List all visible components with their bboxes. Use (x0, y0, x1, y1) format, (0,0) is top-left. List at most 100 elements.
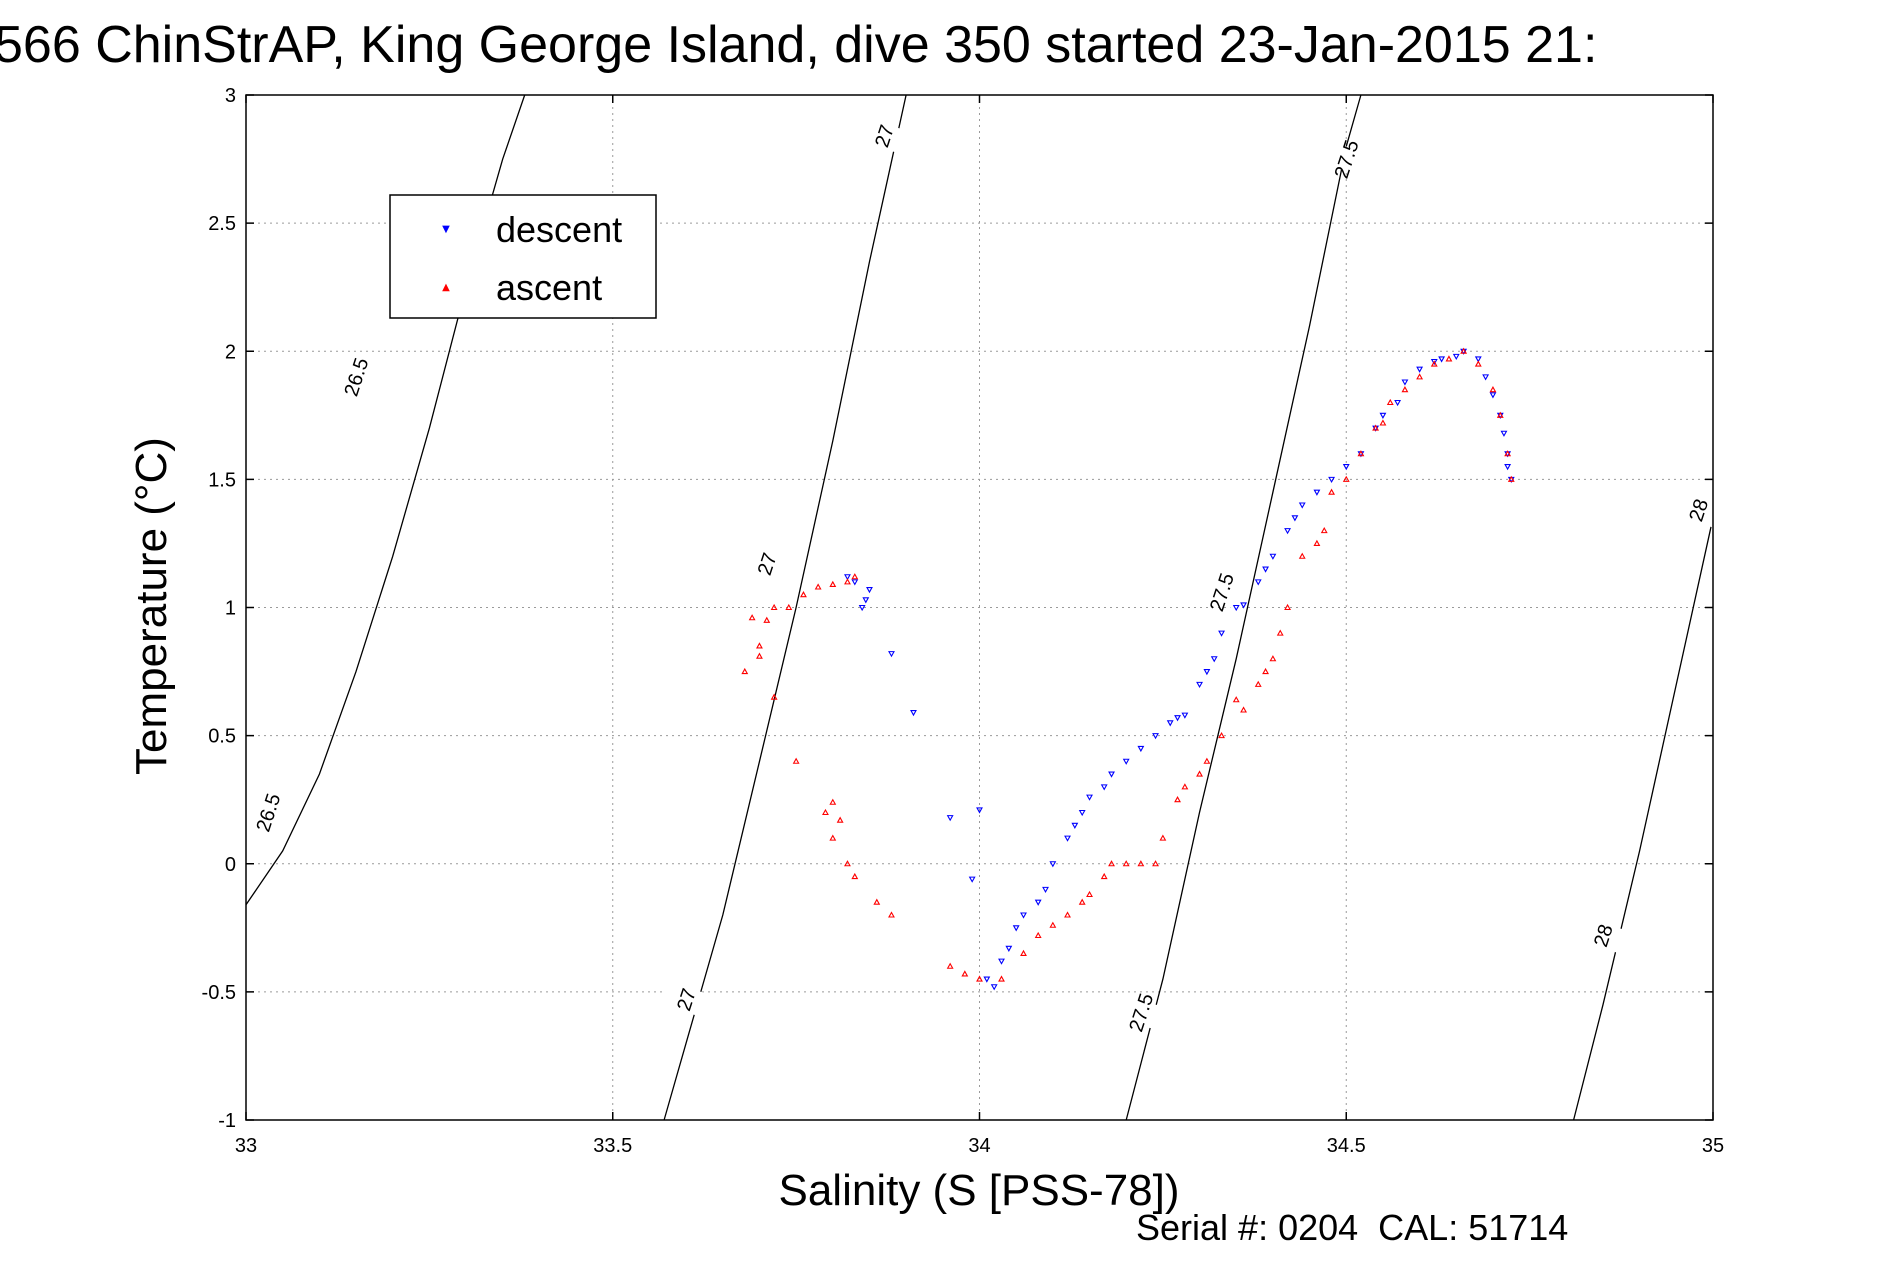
data-point-ascent (1357, 450, 1365, 457)
y-tick-label: 0 (225, 854, 236, 876)
data-point-ascent (763, 616, 771, 623)
data-point-descent (1401, 379, 1409, 386)
data-point-ascent (1342, 475, 1350, 482)
data-point-descent (976, 807, 983, 814)
data-point-descent (858, 604, 866, 612)
isopycnal-line (663, 94, 907, 1121)
data-point-ascent (1218, 731, 1225, 739)
data-point-descent (1174, 715, 1181, 722)
data-point-ascent (1504, 450, 1512, 457)
data-point-ascent (1507, 475, 1515, 482)
data-point-descent (1137, 745, 1145, 753)
isopycnal-line (1572, 517, 1714, 1121)
data-point-ascent (829, 834, 837, 841)
data-point-ascent (1416, 373, 1424, 380)
y-tick-label: -0.5 (202, 982, 236, 1004)
data-point-descent (1438, 356, 1446, 363)
data-point-descent (1416, 366, 1424, 373)
data-point-ascent (1372, 424, 1380, 431)
data-point-descent (1020, 912, 1027, 919)
contour-label-gap (740, 545, 794, 583)
data-point-descent (1254, 579, 1262, 586)
data-point-ascent (1284, 603, 1292, 611)
data-point-descent (983, 976, 991, 983)
data-point-ascent (785, 603, 793, 611)
data-point-ascent (1159, 834, 1167, 841)
y-tick-label: 1.5 (208, 469, 236, 491)
data-point-descent (1071, 822, 1079, 829)
data-point-descent (1108, 771, 1115, 778)
legend-box (389, 194, 657, 319)
data-point-ascent (1328, 488, 1336, 495)
contour-label-gap (1576, 916, 1630, 955)
data-point-descent (1232, 604, 1240, 612)
data-point-ascent (961, 970, 969, 977)
data-point-ascent (770, 603, 778, 611)
data-point-descent (1034, 899, 1042, 906)
data-point-descent (910, 710, 917, 717)
data-point-ascent (1298, 552, 1306, 559)
data-point-ascent (822, 808, 829, 816)
x-axis-label: Salinity (S [PSS-78]) (778, 1166, 1179, 1215)
data-point-descent (1284, 528, 1292, 535)
data-point-ascent (946, 962, 954, 969)
y-tick-label: 3 (225, 85, 236, 107)
data-point-ascent (1086, 890, 1093, 898)
data-point-ascent (836, 816, 844, 823)
data-point-descent (1291, 515, 1299, 522)
data-point-ascent (1489, 386, 1497, 393)
data-point-descent (1394, 399, 1402, 407)
contour-label-gap (1671, 491, 1725, 529)
y-tick-label: 1 (225, 598, 236, 620)
data-point-ascent (1203, 757, 1211, 764)
data-point-descent (998, 958, 1005, 965)
data-point-descent (1049, 861, 1057, 868)
data-point-ascent (1276, 629, 1284, 636)
data-point-ascent (851, 872, 859, 880)
data-point-descent (1166, 720, 1174, 727)
data-point-ascent (800, 591, 807, 598)
data-point-ascent (829, 580, 837, 587)
data-point-ascent (1262, 667, 1269, 675)
data-point-descent (1313, 489, 1321, 496)
data-point-ascent (1078, 898, 1086, 905)
data-point-ascent (792, 757, 800, 764)
data-point-ascent (1320, 526, 1328, 534)
data-point-descent (1086, 794, 1093, 801)
data-point-ascent (829, 798, 837, 805)
data-point-ascent (756, 642, 763, 649)
data-point-descent (968, 876, 976, 883)
legend-marker-descent: ▼ (442, 224, 450, 235)
data-point-descent (1342, 464, 1350, 471)
data-point-ascent (873, 898, 881, 905)
data-point-ascent (1430, 360, 1438, 367)
data-point-ascent (976, 975, 983, 982)
data-point-ascent (741, 667, 749, 675)
data-point-descent (1500, 430, 1508, 437)
legend-marker-ascent: ▲ (442, 282, 450, 293)
legend: ▼ descent ▲ ascent (389, 194, 657, 319)
data-point-ascent (756, 652, 763, 659)
data-point-ascent (1379, 419, 1387, 426)
contour-label-gap (659, 980, 713, 1019)
data-point-descent (1005, 945, 1013, 952)
grid-lines (246, 95, 1713, 1120)
y-tick-label: 2.5 (208, 213, 236, 235)
y-tick-label: 0.5 (208, 726, 236, 748)
data-point-descent (1078, 809, 1086, 817)
data-point-descent (1379, 412, 1387, 419)
data-point-ascent (1108, 860, 1115, 867)
data-point-descent (888, 651, 895, 658)
y-tick-label: -1 (218, 1110, 236, 1132)
data-point-ascent (1100, 872, 1108, 880)
chart-title: 566 ChinStrAP, King George Island, dive … (0, 16, 1597, 74)
data-point-descent (1181, 712, 1189, 719)
data-point-descent (1430, 358, 1438, 366)
data-point-ascent (1049, 921, 1057, 928)
data-series (741, 347, 1515, 991)
data-point-ascent (1460, 347, 1468, 354)
data-point-ascent (748, 614, 756, 621)
legend-label-ascent: ascent (496, 267, 602, 308)
data-point-descent (1064, 835, 1071, 842)
data-point-descent (1452, 353, 1460, 361)
